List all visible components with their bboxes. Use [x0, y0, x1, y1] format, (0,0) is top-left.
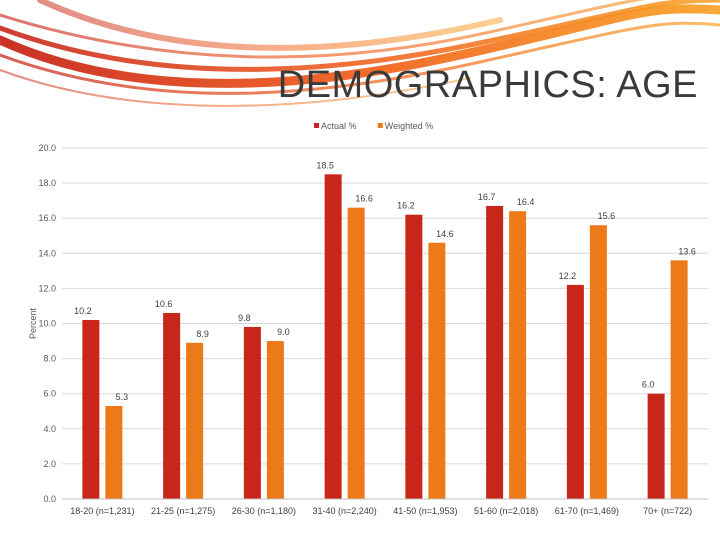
- x-tick-label: 61-70 (n=1,469): [555, 506, 619, 516]
- bar: [647, 393, 665, 499]
- x-tick-label: 31-40 (n=2,240): [312, 506, 376, 516]
- data-label: 10.6: [155, 299, 173, 309]
- x-tick-label: 70+ (n=722): [643, 506, 692, 516]
- y-tick-label: 0.0: [43, 494, 56, 504]
- bar: [347, 207, 365, 500]
- bar: [566, 284, 584, 499]
- y-tick-label: 8.0: [43, 354, 56, 364]
- data-label: 6.0: [642, 380, 655, 390]
- data-label: 16.7: [478, 192, 496, 202]
- data-label: 12.2: [559, 271, 577, 281]
- bar: [509, 211, 527, 499]
- bar: [82, 319, 100, 499]
- bar: [243, 327, 261, 499]
- data-label: 14.6: [436, 229, 454, 239]
- x-tick-label: 41-50 (n=1,953): [393, 506, 457, 516]
- y-tick-label: 12.0: [38, 283, 56, 293]
- bar: [324, 174, 342, 499]
- bar: [670, 260, 688, 499]
- y-tick-label: 20.0: [38, 143, 56, 153]
- data-label: 13.6: [678, 246, 696, 256]
- legend-swatch: [314, 123, 319, 128]
- bar: [589, 225, 607, 499]
- y-tick-label: 10.0: [38, 319, 56, 329]
- bar: [405, 214, 423, 499]
- data-label: 5.3: [116, 392, 129, 402]
- x-tick-label: 18-20 (n=1,231): [70, 506, 134, 516]
- y-tick-label: 16.0: [38, 213, 56, 223]
- data-label: 18.5: [316, 160, 334, 170]
- data-label: 15.6: [598, 211, 616, 221]
- data-label: 16.6: [355, 194, 373, 204]
- legend-swatch: [377, 123, 383, 128]
- page-title: DEMOGRAPHICS: AGE: [277, 64, 698, 106]
- y-tick-label: 6.0: [43, 389, 56, 399]
- legend-label: Weighted %: [385, 121, 433, 131]
- x-tick-label: 26-30 (n=1,180): [232, 506, 296, 516]
- data-label: 10.2: [74, 306, 92, 316]
- y-tick-label: 2.0: [43, 459, 56, 469]
- y-tick-label: 4.0: [43, 424, 56, 434]
- y-tick-label: 14.0: [38, 248, 56, 258]
- x-tick-label: 21-25 (n=1,275): [151, 506, 215, 516]
- bar: [163, 312, 181, 499]
- y-axis-label: Percent: [28, 307, 38, 339]
- data-label: 9.8: [238, 313, 251, 323]
- bar: [266, 341, 284, 499]
- bar: [486, 205, 504, 500]
- legend-label: Actual %: [321, 121, 357, 131]
- y-tick-label: 18.0: [38, 178, 56, 188]
- data-label: 8.9: [196, 329, 209, 339]
- data-label: 16.4: [517, 197, 535, 207]
- data-label: 16.2: [397, 201, 415, 211]
- data-label: 9.0: [277, 327, 290, 337]
- bar: [186, 342, 204, 499]
- bar: [428, 242, 446, 499]
- bar: [105, 405, 123, 499]
- x-tick-label: 51-60 (n=2,018): [474, 506, 538, 516]
